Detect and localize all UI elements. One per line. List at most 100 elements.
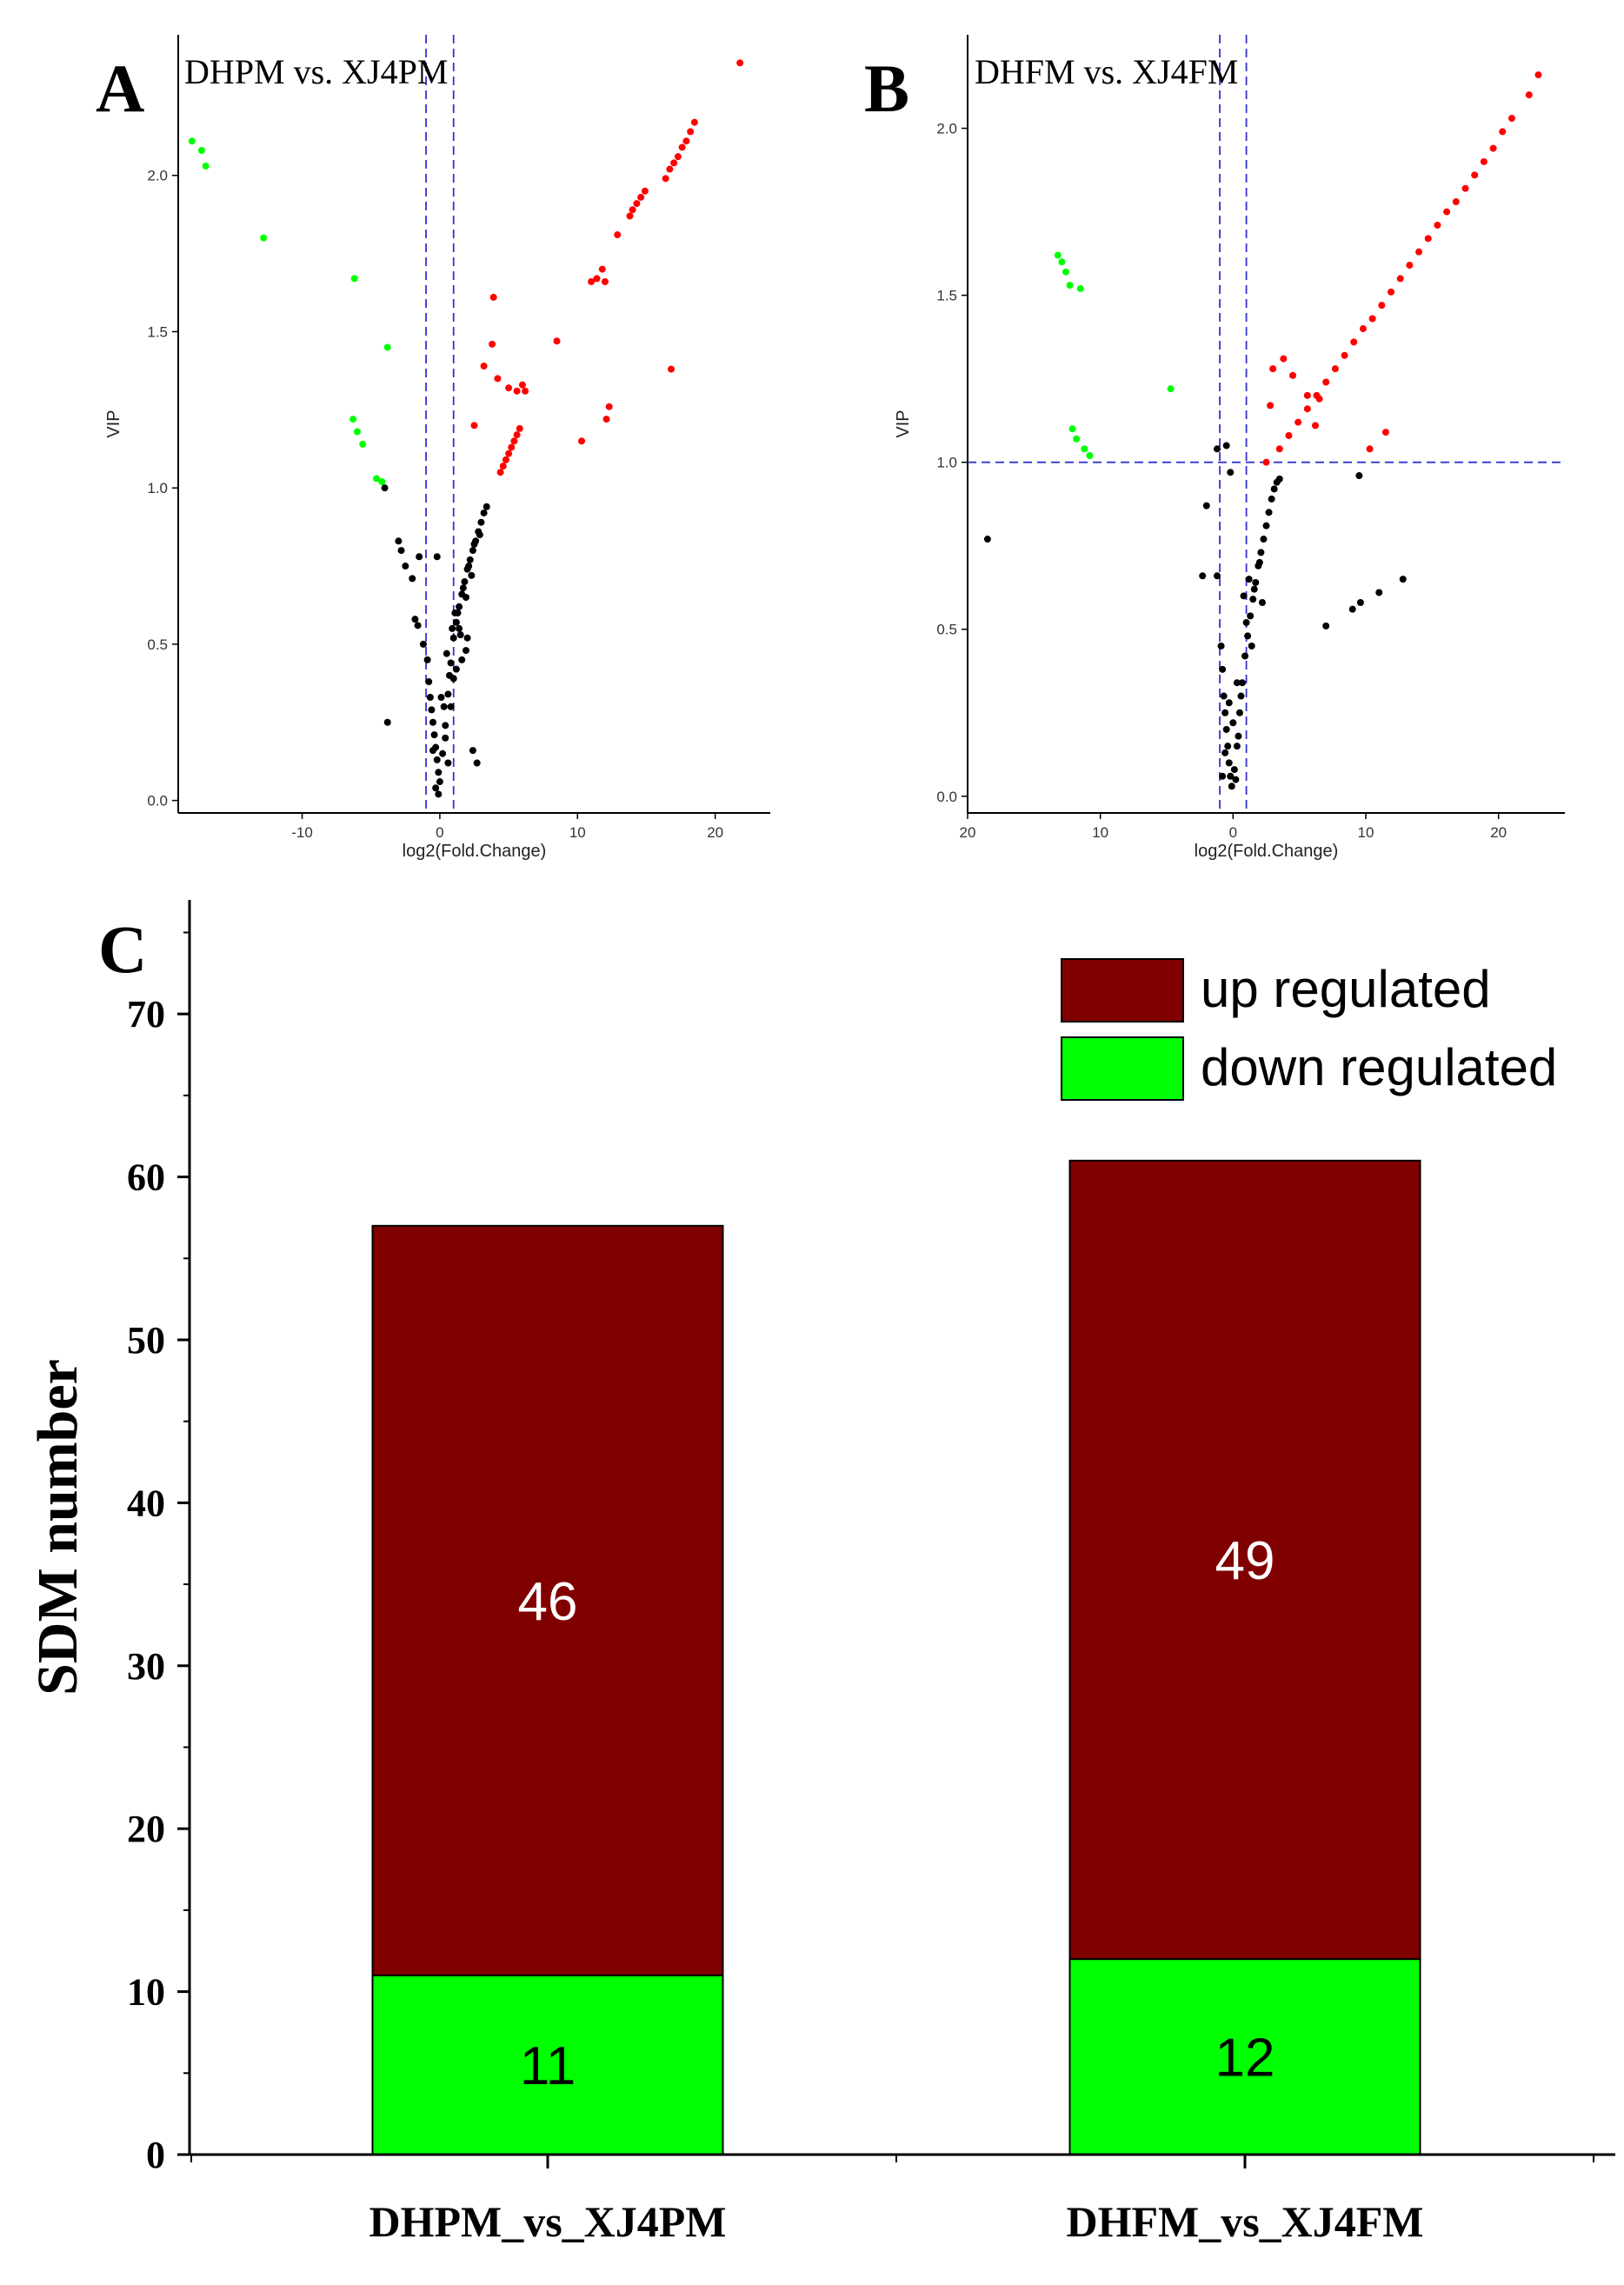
y-tick-label: 2.0	[147, 168, 168, 184]
down-point	[378, 477, 386, 485]
ns-point	[1222, 725, 1230, 733]
up-point	[502, 456, 509, 463]
up-point	[1415, 248, 1423, 256]
ns-point	[1217, 642, 1225, 650]
up-point	[494, 375, 502, 383]
ns-point	[1235, 709, 1243, 716]
y-tick-label: 1.5	[936, 288, 957, 304]
up-point	[470, 422, 478, 430]
y-axis-label: VIP	[894, 410, 913, 437]
up-point	[1471, 171, 1479, 179]
up-point	[1396, 275, 1404, 283]
ns-point	[1258, 599, 1266, 607]
ns-point	[1230, 766, 1238, 774]
up-point	[626, 212, 634, 220]
down-point	[197, 146, 205, 154]
ns-point	[1250, 585, 1258, 593]
ns-point	[1220, 692, 1228, 700]
ns-point	[1245, 576, 1253, 583]
ns-point	[466, 556, 474, 563]
stacked-bar-chart-c: 0 10 20 30 40 50 60 70 11 46 DHPM_vs_XJ4PM 12 49 DHFM…	[26, 900, 1615, 2246]
y-tick-label: 10	[127, 1971, 165, 2014]
down-point	[260, 234, 268, 242]
down-point	[202, 162, 210, 170]
ns-point	[1224, 743, 1232, 750]
ns-point	[483, 503, 490, 510]
ns-point	[1222, 442, 1230, 450]
ns-point	[452, 665, 460, 673]
ns-point	[1375, 589, 1383, 596]
ns-point	[442, 734, 449, 742]
category-label: DHPM_vs_XJ4PM	[369, 2197, 726, 2246]
down-point	[1076, 284, 1084, 292]
ns-point	[1322, 622, 1330, 630]
up-point	[670, 159, 678, 167]
ns-point	[1239, 679, 1247, 687]
up-point	[629, 206, 636, 214]
down-point	[350, 275, 358, 283]
ns-point	[983, 536, 991, 543]
y-tick-label: 40	[127, 1482, 165, 1524]
up-point	[1280, 355, 1288, 363]
up-point	[674, 153, 682, 161]
ns-point	[1221, 749, 1229, 756]
ns-point	[1248, 642, 1255, 650]
ns-point	[402, 563, 409, 570]
y-tick-label: 1.5	[147, 323, 168, 340]
ns-point	[469, 747, 476, 755]
up-point	[666, 165, 674, 173]
up-regulated-bar	[1068, 1159, 1421, 1961]
ns-point	[458, 656, 466, 663]
volcano-plot-a: 0.0 0.5 1.0 1.5 2.0 -10 0 10 20 log2(Fold.Change)…	[96, 35, 770, 861]
up-point	[489, 340, 496, 348]
y-axis-label: SDM number	[26, 1359, 90, 1695]
ns-point	[1242, 619, 1250, 627]
ns-point	[1262, 522, 1270, 530]
up-point	[687, 128, 695, 136]
down-point	[1058, 258, 1066, 266]
ns-point	[1240, 592, 1248, 600]
down-point	[1068, 425, 1076, 433]
y-tick-label: 0.0	[147, 793, 168, 809]
up-point	[637, 193, 645, 201]
up-point	[489, 293, 497, 301]
ns-point	[1399, 576, 1407, 583]
plot-title: DHPM vs. XJ4PM	[184, 52, 448, 91]
ns-point	[430, 731, 438, 739]
y-tick-label: 1.0	[936, 455, 957, 471]
y-tick-label: 60	[127, 1156, 165, 1199]
down-regulated-bar	[371, 1974, 724, 2156]
y-tick-label: 0	[146, 2134, 165, 2176]
bar-value-label: 46	[518, 1572, 578, 1632]
ns-point	[383, 718, 391, 726]
ns-point	[439, 749, 447, 757]
up-point	[1303, 405, 1311, 413]
ns-point	[1214, 572, 1221, 580]
ns-point	[433, 756, 441, 763]
up-point	[1388, 288, 1395, 296]
up-point	[1534, 71, 1542, 79]
bar-value-label: 12	[1215, 2029, 1275, 2088]
volcano-plot-b: 0.0 0.5 1.0 1.5 2.0 20 10 0 10 20 log2(Fold.Change…	[864, 35, 1565, 861]
ns-point	[1356, 599, 1364, 607]
ns-point	[428, 706, 436, 714]
y-tick-label: 50	[127, 1319, 165, 1362]
up-point	[1406, 262, 1414, 270]
ns-point	[1219, 772, 1227, 780]
up-point	[662, 175, 669, 183]
up-point	[1378, 302, 1386, 310]
ns-point	[1225, 699, 1233, 707]
ns-point	[449, 634, 457, 642]
x-tick-label: 20	[1490, 824, 1507, 841]
down-point	[1054, 251, 1062, 259]
down-point	[188, 137, 196, 145]
up-point	[690, 118, 698, 126]
x-tick-label: 10	[1358, 824, 1374, 841]
up-point	[633, 200, 641, 208]
ns-point	[1233, 679, 1241, 687]
x-tick-label: 0	[436, 824, 443, 841]
up-point	[1424, 235, 1432, 243]
up-point	[553, 337, 561, 345]
up-point	[578, 437, 586, 445]
